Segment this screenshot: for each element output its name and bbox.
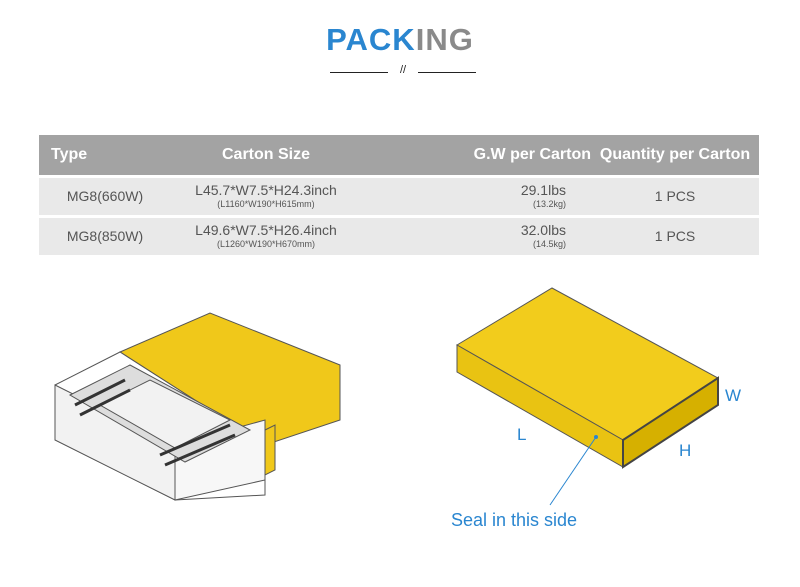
sealed-carton-illustration xyxy=(456,287,719,506)
open-carton-illustration xyxy=(54,312,341,501)
seal-note: Seal in this side xyxy=(451,510,578,530)
width-label: W xyxy=(725,386,742,405)
length-label: L xyxy=(517,425,527,444)
table-row: MG8(660W) L45.7*W7.5*H24.3inch (L1160*W19… xyxy=(39,175,759,215)
title-divider: // xyxy=(330,64,476,78)
page-title: PACKING xyxy=(326,22,474,57)
packing-table: Type Carton Size G.W per Carton Quantity… xyxy=(39,135,759,255)
table-header: Type Carton Size G.W per Carton Quantity… xyxy=(39,135,759,175)
height-label: H xyxy=(679,441,692,460)
table-row: MG8(850W) L49.6*W7.5*H26.4inch (L1260*W19… xyxy=(39,215,759,255)
